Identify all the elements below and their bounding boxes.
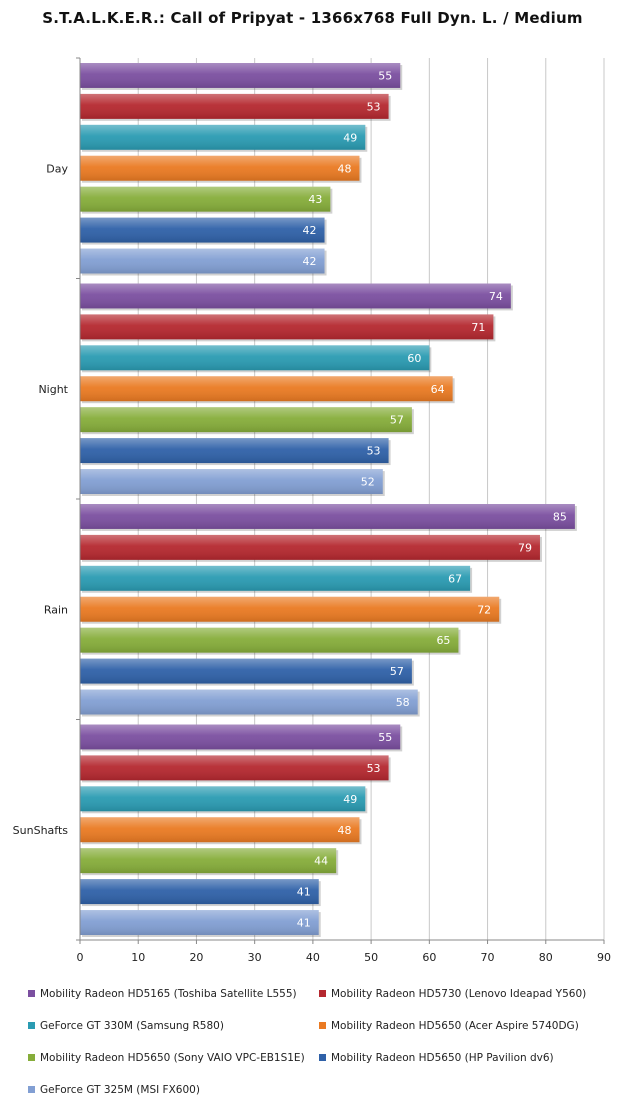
legend-item: Mobility Radeon HD5650 (HP Pavilion dv6) bbox=[319, 1052, 554, 1064]
bar-highlight bbox=[80, 283, 511, 309]
bar-value-label: 65 bbox=[436, 634, 450, 647]
bar-highlight bbox=[80, 438, 389, 464]
legend-item: Mobility Radeon HD5650 (Sony VAIO VPC-EB… bbox=[28, 1052, 305, 1064]
bar-value-label: 72 bbox=[477, 603, 491, 616]
bar-highlight bbox=[80, 596, 500, 622]
bar-value-label: 44 bbox=[314, 855, 328, 868]
legend-swatch bbox=[28, 990, 35, 997]
bar-highlight bbox=[80, 786, 366, 812]
legend-swatch bbox=[319, 990, 326, 997]
bar-highlight bbox=[80, 755, 389, 781]
legend-label: Mobility Radeon HD5650 (Sony VAIO VPC-EB… bbox=[40, 1052, 305, 1064]
axes bbox=[76, 57, 605, 944]
bar-highlight bbox=[80, 248, 325, 274]
x-tick-label: 0 bbox=[77, 951, 84, 964]
x-tick-label: 60 bbox=[422, 951, 436, 964]
bar-highlight bbox=[80, 63, 401, 88]
bar-value-label: 55 bbox=[378, 69, 392, 82]
bar-value-label: 42 bbox=[303, 255, 317, 268]
x-tick-label: 10 bbox=[131, 951, 145, 964]
bar-highlight bbox=[80, 817, 360, 843]
bar-chart: 0 10 20 30 40 50 60 70 80 90 Day 55 53 49 48 43 42 42 Nigh… bbox=[13, 57, 611, 964]
bar-value-label: 53 bbox=[367, 100, 381, 113]
category-label: Rain bbox=[44, 603, 68, 616]
bar-value-label: 49 bbox=[343, 131, 357, 144]
x-tick-label: 90 bbox=[597, 951, 611, 964]
bar-value-label: 71 bbox=[471, 321, 485, 334]
bar-value-label: 60 bbox=[407, 352, 421, 365]
bar-highlight bbox=[80, 186, 331, 212]
bar-value-label: 52 bbox=[361, 476, 375, 489]
x-tick-label: 50 bbox=[364, 951, 378, 964]
bar-highlight bbox=[80, 407, 412, 433]
bar-highlight bbox=[80, 124, 366, 150]
bar-highlight bbox=[80, 217, 325, 243]
bar-value-label: 41 bbox=[297, 917, 311, 930]
legend-item: Mobility Radeon HD5650 (Acer Aspire 5740… bbox=[319, 1020, 579, 1032]
labels: 0 10 20 30 40 50 60 70 80 90 Day 55 53 49 48 43 42 42 Nigh… bbox=[13, 69, 611, 964]
bar-highlight bbox=[80, 504, 575, 529]
bar-value-label: 67 bbox=[448, 572, 462, 585]
legend-item: Mobility Radeon HD5165 (Toshiba Satellit… bbox=[28, 988, 297, 1000]
x-tick-label: 20 bbox=[189, 951, 203, 964]
legend-swatch bbox=[28, 1022, 35, 1029]
legend-label: Mobility Radeon HD5165 (Toshiba Satellit… bbox=[40, 988, 297, 1000]
bar-highlight bbox=[80, 724, 401, 750]
legend-label: GeForce GT 325M (MSI FX600) bbox=[40, 1084, 200, 1096]
bar-value-label: 58 bbox=[396, 696, 410, 709]
bar-value-label: 43 bbox=[308, 193, 322, 206]
category-label: SunShafts bbox=[13, 824, 69, 837]
bar-value-label: 55 bbox=[378, 731, 392, 744]
legend-label: Mobility Radeon HD5650 (HP Pavilion dv6) bbox=[331, 1052, 554, 1064]
x-tick-label: 70 bbox=[481, 951, 495, 964]
bar-value-label: 57 bbox=[390, 414, 404, 427]
chart-title: S.T.A.L.K.E.R.: Call of Pripyat - 1366x7… bbox=[42, 9, 583, 27]
bar-highlight bbox=[80, 910, 319, 935]
bar-value-label: 79 bbox=[518, 541, 532, 554]
bar-value-label: 64 bbox=[431, 383, 445, 396]
bar-value-label: 53 bbox=[367, 445, 381, 458]
bar-value-label: 41 bbox=[297, 886, 311, 899]
bar-highlight bbox=[80, 469, 383, 494]
bar-value-label: 42 bbox=[303, 224, 317, 237]
category-label: Day bbox=[46, 162, 68, 175]
bar-value-label: 48 bbox=[337, 162, 351, 175]
bar-highlight bbox=[80, 345, 430, 371]
bar-value-label: 53 bbox=[367, 762, 381, 775]
bar-value-label: 48 bbox=[337, 824, 351, 837]
bar-highlight bbox=[80, 314, 494, 340]
bar-value-label: 85 bbox=[553, 510, 567, 523]
legend-swatch bbox=[319, 1022, 326, 1029]
bar-highlight bbox=[80, 376, 453, 402]
bar-highlight bbox=[80, 627, 459, 653]
legend-item: Mobility Radeon HD5730 (Lenovo Ideapad Y… bbox=[319, 988, 586, 1000]
bars bbox=[80, 63, 577, 937]
bar-highlight bbox=[80, 93, 389, 119]
bar-highlight bbox=[80, 848, 337, 874]
legend-item: GeForce GT 330M (Samsung R580) bbox=[28, 1020, 224, 1032]
legend-item: GeForce GT 325M (MSI FX600) bbox=[28, 1084, 200, 1096]
legend-label: Mobility Radeon HD5650 (Acer Aspire 5740… bbox=[331, 1020, 579, 1032]
legend-swatch bbox=[319, 1054, 326, 1061]
bar-highlight bbox=[80, 658, 412, 684]
bar-highlight bbox=[80, 534, 540, 560]
bar-highlight bbox=[80, 689, 418, 715]
legend-label: Mobility Radeon HD5730 (Lenovo Ideapad Y… bbox=[331, 988, 587, 1000]
category-label: Night bbox=[38, 383, 68, 396]
bar-highlight bbox=[80, 879, 319, 905]
legend-swatch bbox=[28, 1054, 35, 1061]
bar-value-label: 57 bbox=[390, 665, 404, 678]
bar-value-label: 74 bbox=[489, 290, 503, 303]
legend-label: GeForce GT 330M (Samsung R580) bbox=[40, 1020, 224, 1032]
x-tick-label: 40 bbox=[306, 951, 320, 964]
legend-swatch bbox=[28, 1086, 35, 1093]
bar-highlight bbox=[80, 155, 360, 181]
x-tick-label: 30 bbox=[248, 951, 262, 964]
bar-value-label: 49 bbox=[343, 793, 357, 806]
x-tick-label: 80 bbox=[539, 951, 553, 964]
bar-highlight bbox=[80, 565, 471, 591]
